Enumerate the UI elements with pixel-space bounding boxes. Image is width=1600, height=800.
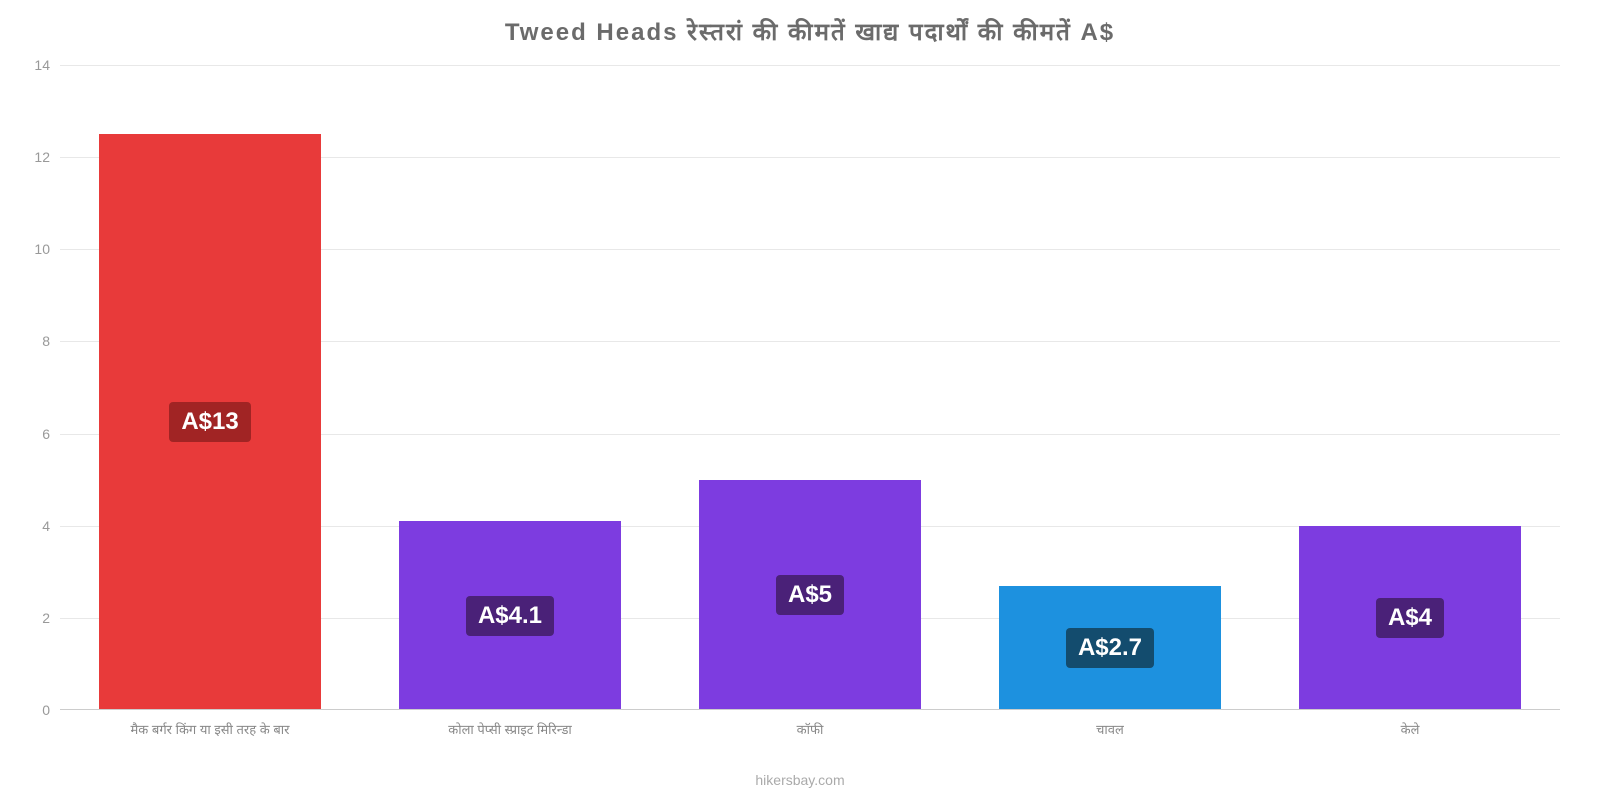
chart-title: Tweed Heads रेस्तरां की कीमतें खाद्य पदा… (60, 15, 1560, 48)
plot-area: 02468101214 A$13A$4.1A$5A$2.7A$4 मैक बर्… (60, 65, 1560, 710)
x-tick-label: कोला पेप्सी स्प्राइट मिरिन्डा (360, 720, 660, 738)
bars-area: A$13 A$4.1 A$5 A$2.7 A$4 (60, 65, 1560, 710)
y-tick-label: 4 (42, 518, 50, 534)
x-tick-label: केले (1260, 720, 1560, 738)
y-tick-label: 6 (42, 426, 50, 442)
y-tick-label: 14 (34, 57, 50, 73)
bar-value-label: A$13 (169, 402, 250, 442)
y-tick-label: 10 (34, 241, 50, 257)
x-tick-label: चावल (960, 720, 1260, 738)
y-tick-label: 12 (34, 149, 50, 165)
bar-value-label: A$4.1 (466, 596, 554, 636)
bar-value-label: A$2.7 (1066, 628, 1154, 668)
bar-group: A$4.1 (360, 65, 660, 710)
bar-value-label: A$5 (776, 575, 844, 615)
bar: A$4 (1299, 526, 1521, 710)
x-axis-labels: मैक बर्गर किंग या इसी तरह के बारकोला पेप… (60, 720, 1560, 738)
chart-container: Tweed Heads रेस्तरां की कीमतें खाद्य पदा… (60, 15, 1560, 740)
bar: A$13 (99, 134, 321, 710)
bar-group: A$2.7 (960, 65, 1260, 710)
bar-value-label: A$4 (1376, 598, 1444, 638)
bar: A$4.1 (399, 521, 621, 710)
bar-group: A$13 (60, 65, 360, 710)
bar: A$5 (699, 480, 921, 710)
watermark-text: hikersbay.com (755, 772, 844, 788)
bar-group: A$4 (1260, 65, 1560, 710)
x-tick-label: मैक बर्गर किंग या इसी तरह के बार (60, 720, 360, 738)
x-tick-label: कॉफी (660, 720, 960, 738)
y-tick-label: 8 (42, 333, 50, 349)
y-tick-label: 2 (42, 610, 50, 626)
bar: A$2.7 (999, 586, 1221, 710)
y-axis: 02468101214 (20, 65, 55, 710)
x-axis-line (60, 709, 1560, 710)
y-tick-label: 0 (42, 702, 50, 718)
bar-group: A$5 (660, 65, 960, 710)
